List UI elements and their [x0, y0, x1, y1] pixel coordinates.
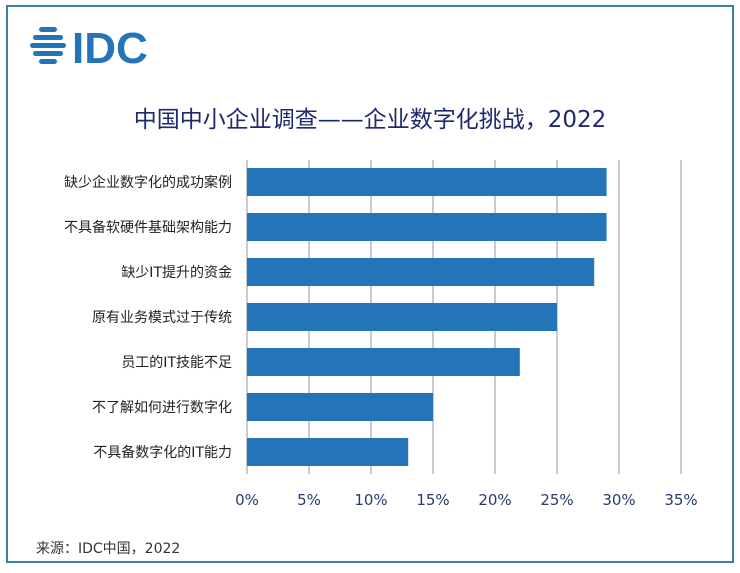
- category-label: 员工的IT技能不足: [121, 355, 232, 371]
- x-tick-label: 30%: [602, 491, 635, 509]
- chart-title: 中国中小企业调查——企业数字化挑战，2022: [133, 107, 607, 133]
- svg-text:IDC: IDC: [72, 24, 148, 68]
- bar: [247, 258, 595, 286]
- bar: [247, 348, 520, 376]
- bar: [247, 303, 557, 331]
- x-tick-label: 25%: [540, 491, 573, 509]
- category-label: 原有业务模式过于传统: [92, 310, 232, 326]
- category-label: 缺少IT提升的资金: [121, 265, 232, 281]
- category-label: 不具备数字化的IT能力: [93, 444, 232, 461]
- x-tick-label: 10%: [354, 491, 387, 509]
- x-tick-label: 15%: [416, 491, 449, 509]
- chart-frame: [6, 5, 734, 563]
- idc-logo: IDC: [30, 24, 170, 73]
- x-tick-label: 35%: [664, 491, 697, 509]
- x-tick-label: 0%: [235, 491, 259, 509]
- globe-icon: [30, 27, 66, 64]
- source-note: 来源：IDC中国，2022: [36, 541, 181, 557]
- bar: [247, 168, 607, 196]
- category-label: 不具备软硬件基础架构能力: [64, 219, 232, 236]
- bar: [247, 213, 607, 241]
- category-label: 缺少企业数字化的成功案例: [64, 174, 232, 191]
- bar: [247, 393, 433, 421]
- x-tick-label: 5%: [297, 491, 321, 509]
- x-tick-label: 20%: [478, 491, 511, 509]
- category-label: 不了解如何进行数字化: [92, 400, 232, 416]
- bar: [247, 438, 409, 466]
